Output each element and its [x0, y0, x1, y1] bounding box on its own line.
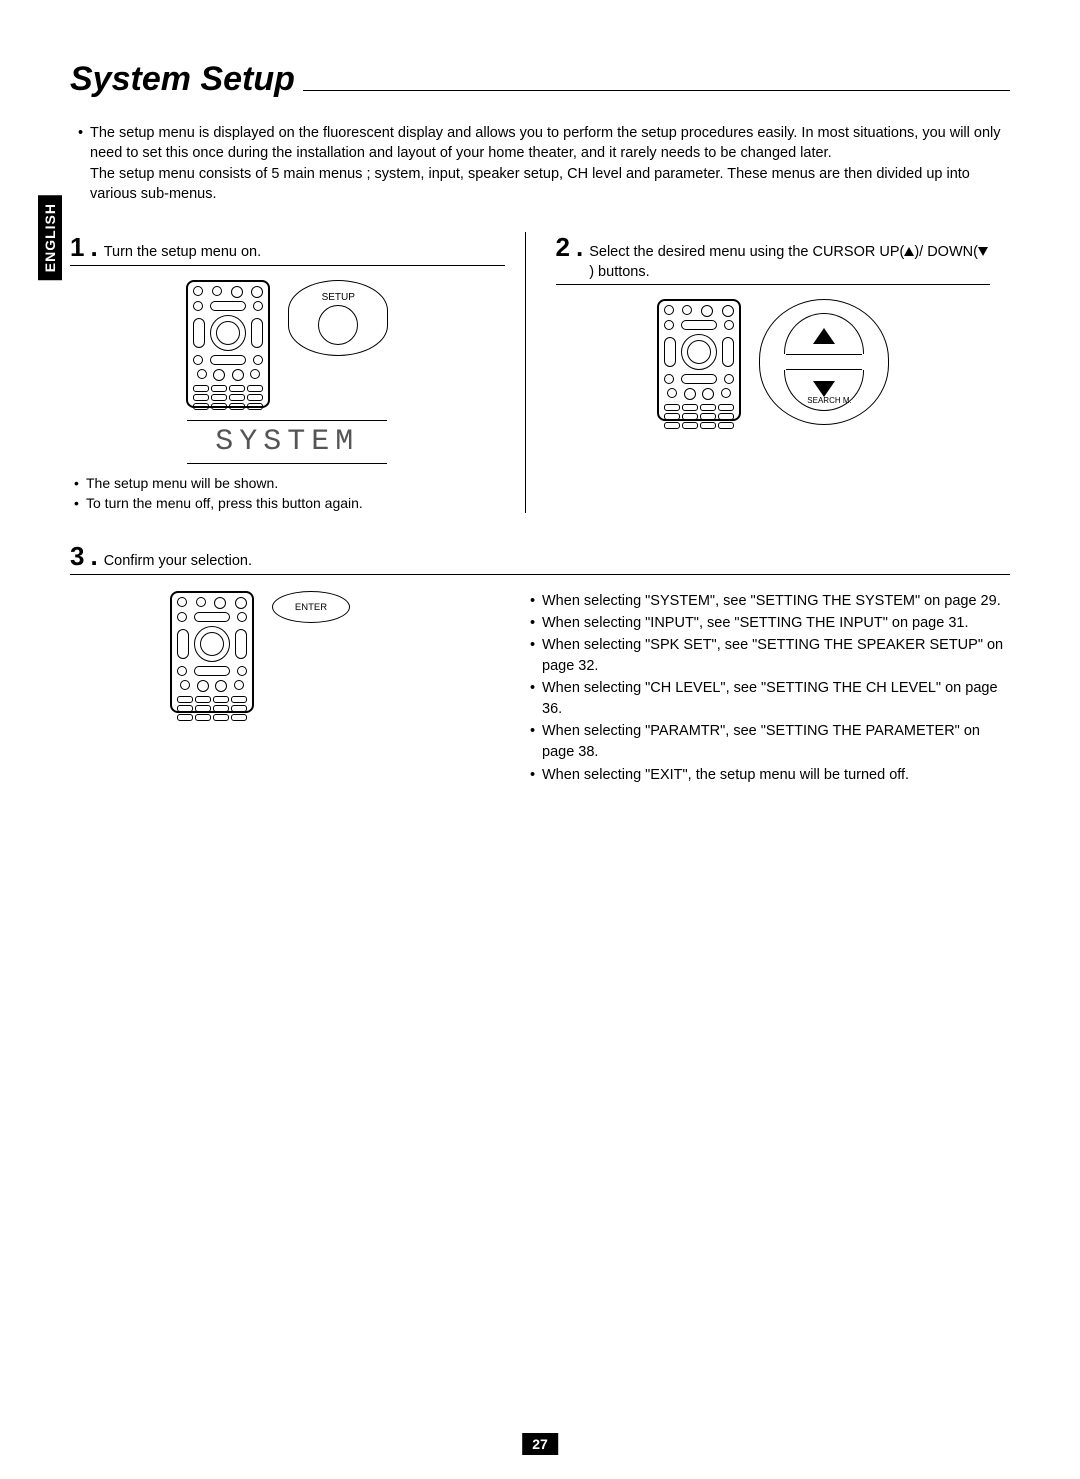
intro-text: • The setup menu is displayed on the flu… — [70, 123, 1010, 204]
step3-number: 3 — [70, 541, 84, 572]
step2-column: 2. Select the desired menu using the CUR… — [556, 232, 1011, 513]
step3-section: 3. Confirm your selection. ENTER — [70, 541, 1010, 786]
search-mode-label: SEARCH M. — [807, 396, 851, 405]
fluorescent-display: SYSTEM — [187, 420, 387, 464]
intro-para2: The setup menu consists of 5 main menus … — [90, 164, 1010, 205]
cursor-down-icon: SEARCH M. — [786, 369, 862, 407]
remote-icon — [186, 280, 270, 408]
step3-text: Confirm your selection. — [104, 552, 252, 572]
step1-number: 1 — [70, 232, 84, 263]
step2-text: Select the desired menu using the CURSOR… — [589, 243, 990, 282]
page-number: 27 — [522, 1433, 558, 1455]
down-arrow-icon — [978, 247, 988, 256]
cursor-buttons-callout: SEARCH M. — [759, 299, 889, 425]
step1-text: Turn the setup menu on. — [104, 243, 261, 263]
setup-label: SETUP — [322, 292, 355, 303]
remote-icon — [170, 591, 254, 713]
step1-bullets: •The setup menu will be shown. •To turn … — [74, 474, 505, 513]
cursor-up-icon — [786, 317, 862, 355]
step1-bullet-1: To turn the menu off, press this button … — [86, 494, 363, 514]
title-rule — [303, 90, 1010, 91]
step2-heading: 2. Select the desired menu using the CUR… — [556, 232, 991, 285]
step3-heading: 3. Confirm your selection. — [70, 541, 1010, 575]
step3-bullet-5: When selecting "EXIT", the setup menu wi… — [542, 765, 909, 786]
step3-bullet-4: When selecting "PARAMTR", see "SETTING T… — [542, 721, 1010, 763]
step3-bullets: •When selecting "SYSTEM", see "SETTING T… — [530, 591, 1010, 786]
display-text: SYSTEM — [187, 425, 387, 459]
page-content: System Setup • The setup menu is display… — [0, 0, 1080, 827]
step3-bullet-0: When selecting "SYSTEM", see "SETTING TH… — [542, 591, 1001, 612]
title-row: System Setup — [70, 60, 1010, 99]
enter-button-callout: ENTER — [272, 591, 350, 623]
step3-bullet-1: When selecting "INPUT", see "SETTING THE… — [542, 613, 968, 634]
setup-button-callout: SETUP — [288, 280, 388, 356]
step1-heading: 1. Turn the setup menu on. — [70, 232, 505, 266]
setup-button-icon — [318, 305, 358, 345]
enter-label: ENTER — [295, 602, 327, 613]
intro-para1: The setup menu is displayed on the fluor… — [90, 123, 1010, 164]
step1-bullet-0: The setup menu will be shown. — [86, 474, 278, 494]
step1-figure: SETUP — [70, 280, 505, 408]
step1-column: 1. Turn the setup menu on. — [70, 232, 526, 513]
step3-bullet-2: When selecting "SPK SET", see "SETTING T… — [542, 635, 1010, 677]
page-title: System Setup — [70, 60, 303, 99]
step3-bullet-3: When selecting "CH LEVEL", see "SETTING … — [542, 678, 1010, 720]
step2-figure: SEARCH M. — [556, 299, 991, 425]
step3-figure: ENTER — [70, 591, 450, 713]
remote-icon — [657, 299, 741, 421]
steps-columns: 1. Turn the setup menu on. — [70, 232, 1010, 513]
up-arrow-icon — [904, 247, 914, 256]
step2-number: 2 — [556, 232, 570, 263]
